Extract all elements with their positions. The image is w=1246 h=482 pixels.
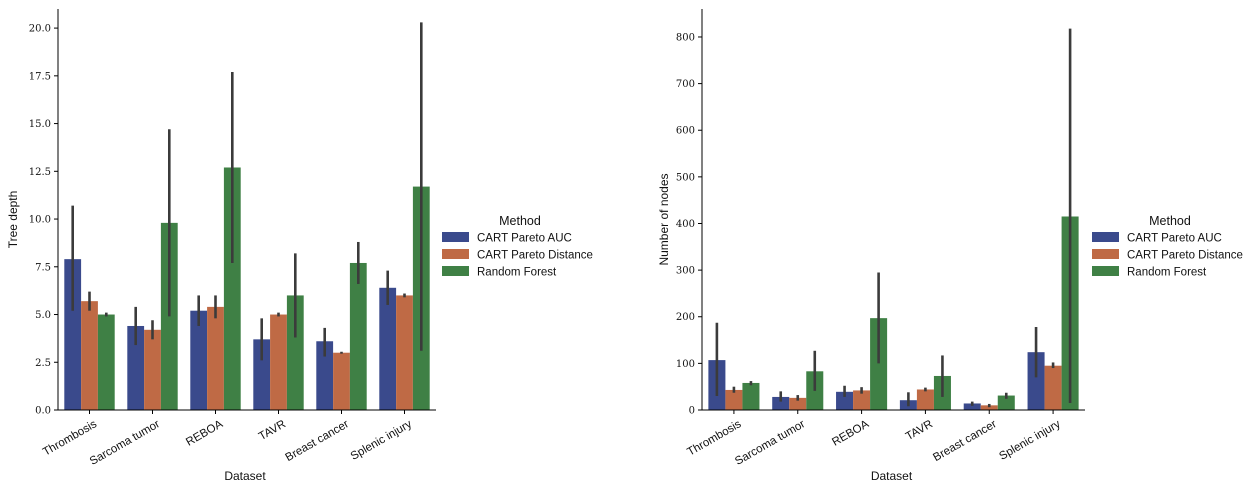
legend-label: CART Pareto AUC (477, 233, 572, 245)
legend-title: Method (499, 214, 541, 228)
bar (772, 396, 790, 410)
x-tick-label: Breast cancer (284, 418, 352, 464)
bar (1027, 352, 1045, 410)
legend: Method CART Pareto AUC CART Pareto Distanc… (1092, 214, 1243, 279)
y-tick-label: 10.0 (29, 215, 51, 226)
bar (742, 382, 760, 410)
bar (160, 222, 178, 410)
legend: Method CART Pareto AUC CART Pareto Distanc… (442, 214, 593, 279)
x-axis-title: Dataset (871, 469, 913, 482)
bar (789, 397, 807, 410)
bar (64, 259, 82, 410)
legend-swatch (442, 232, 469, 242)
legend-label: CART Pareto AUC (1127, 233, 1222, 245)
y-tick-label: 0 (689, 406, 695, 417)
legend-swatch (1092, 266, 1119, 276)
x-tick-label: Breast cancer (931, 418, 999, 464)
y-tick-label: 300 (676, 266, 695, 277)
y-tick-label: 800 (676, 32, 695, 43)
x-tick-label: Thrombosis (685, 418, 743, 459)
bar (333, 352, 350, 410)
y-tick-label: 17.5 (29, 71, 51, 82)
legend-swatch (1092, 232, 1119, 242)
bar (81, 301, 98, 410)
bar (144, 329, 161, 410)
bar (190, 310, 208, 410)
x-tick-label: Thrombosis (41, 418, 99, 459)
bar (853, 390, 871, 410)
legend-label: CART Pareto Distance (477, 250, 593, 262)
bar (97, 314, 115, 410)
y-tick-label: 15.0 (29, 119, 51, 130)
legend-label: Random Forest (477, 267, 557, 279)
y-axis-title: Tree depth (6, 191, 20, 249)
y-tick-label: 2.5 (35, 358, 51, 369)
y-tick-label: 7.5 (35, 262, 51, 273)
bar (725, 389, 743, 410)
bar (870, 318, 888, 410)
y-tick-label: 600 (676, 126, 695, 137)
x-tick-label: Sarcoma tumor (733, 418, 807, 468)
bar (963, 403, 981, 410)
bar (379, 287, 397, 410)
bar (980, 405, 998, 410)
legend-label: CART Pareto Distance (1127, 250, 1243, 262)
x-tick-label: TAVR (904, 418, 935, 443)
bar (270, 314, 287, 410)
x-tick-label: Sarcoma tumor (88, 418, 162, 468)
bar (349, 262, 367, 410)
bar (1044, 365, 1062, 410)
x-tick-label: TAVR (257, 418, 288, 443)
bar (997, 395, 1015, 410)
bar (916, 389, 934, 410)
y-tick-label: 400 (676, 219, 695, 230)
chart-panel-1: 0.0 2.5 5.0 7.5 10.0 12.5 15.0 17.5 20.0 Thrombos… (6, 9, 593, 482)
legend-swatch (442, 249, 469, 259)
bar (223, 167, 241, 410)
x-tick-label: REBOA (184, 418, 225, 449)
bar (286, 295, 304, 410)
bar (836, 391, 854, 410)
x-axis-title: Dataset (224, 469, 266, 482)
legend-label: Random Forest (1127, 267, 1207, 279)
y-tick-label: 500 (676, 172, 695, 183)
bar (396, 295, 413, 410)
y-axis-title: Number of nodes (657, 173, 671, 265)
bar (207, 306, 224, 410)
chart-panel-2: 0 100 200 300 400 500 600 700 800 ThrombosisSarco… (657, 9, 1243, 482)
legend-title: Method (1149, 214, 1191, 228)
y-tick-label: 200 (676, 312, 695, 323)
legend-swatch (1092, 249, 1119, 259)
bar (316, 341, 334, 410)
x-tick-label: REBOA (830, 418, 871, 449)
y-tick-label: 20.0 (29, 24, 51, 35)
bar (253, 339, 271, 410)
y-tick-label: 12.5 (29, 167, 51, 178)
y-tick-label: 700 (676, 79, 695, 90)
y-tick-label: 5.0 (35, 310, 51, 321)
x-tick-label: Splenic injury (997, 418, 1062, 463)
y-tick-label: 100 (676, 359, 695, 370)
y-tick-label: 0.0 (35, 406, 51, 417)
bar (127, 325, 145, 410)
x-tick-label: Splenic injury (349, 418, 414, 463)
legend-swatch (442, 266, 469, 276)
